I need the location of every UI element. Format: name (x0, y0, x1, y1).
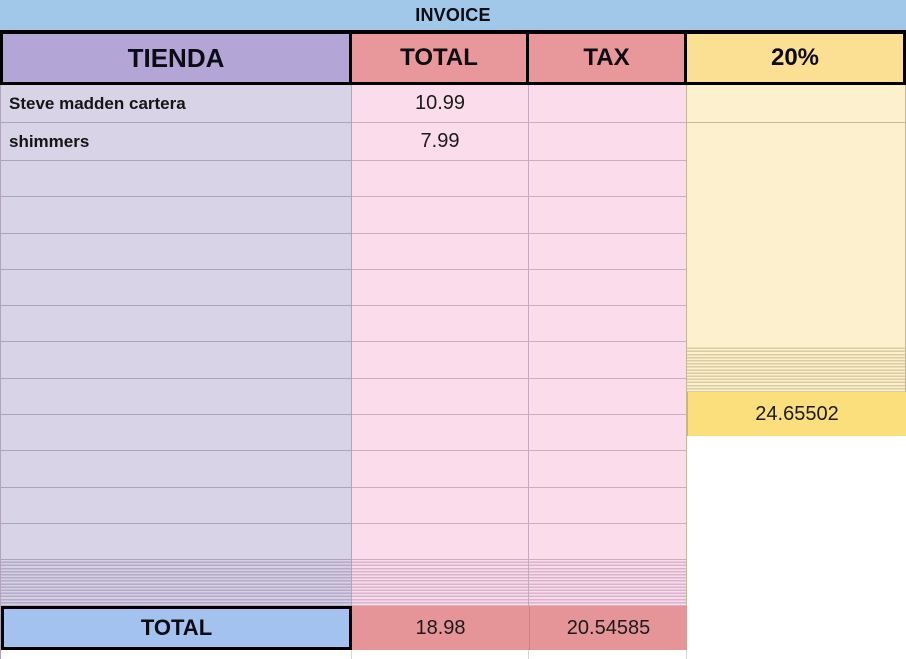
empty-cell[interactable] (352, 451, 529, 488)
empty-cell[interactable] (529, 123, 687, 161)
empty-cell[interactable] (352, 269, 529, 307)
item-name-cell[interactable]: Steve madden cartera (1, 85, 352, 123)
empty-cell[interactable] (1, 269, 352, 307)
bottom-strip (352, 650, 529, 659)
sheet-title: INVOICE (415, 4, 491, 25)
footer-total-value-cell[interactable]: 18.98 (352, 606, 529, 651)
footer-20pct-value-cell[interactable]: 24.65502 (687, 392, 906, 436)
merged-empty-cell[interactable] (687, 123, 906, 346)
bottom-strip (529, 650, 687, 659)
empty-cell[interactable] (1, 378, 352, 416)
empty-cell[interactable] (529, 523, 687, 561)
empty-cell[interactable] (1, 233, 352, 270)
collapsed-rows-stripes (529, 560, 687, 607)
item-name-cell[interactable]: shimmers (1, 123, 352, 161)
empty-cell[interactable] (529, 85, 687, 123)
item-total-cell[interactable]: 10.99 (352, 85, 529, 123)
sheet-title-bar[interactable]: INVOICE (0, 0, 906, 30)
empty-cell[interactable] (352, 523, 529, 561)
column-tax: 20.54585 (529, 85, 687, 659)
footer-tax-value-cell[interactable]: 20.54585 (529, 606, 687, 651)
bottom-strip (1, 650, 352, 659)
header-cell-tienda[interactable]: TIENDA (3, 34, 349, 82)
footer-total-label: TOTAL (140, 615, 213, 641)
empty-cell[interactable] (529, 306, 687, 343)
empty-cell[interactable] (352, 415, 529, 452)
empty-cell[interactable] (352, 161, 529, 198)
footer-total-label-cell[interactable]: TOTAL (1, 606, 352, 651)
bottom-strip (687, 436, 906, 659)
empty-cell[interactable] (352, 197, 529, 234)
empty-cell[interactable] (1, 161, 352, 198)
collapsed-rows-stripes (1, 560, 352, 607)
empty-cell[interactable] (529, 197, 687, 234)
empty-cell[interactable] (1, 306, 352, 343)
header-cell-tax[interactable]: TAX (529, 34, 684, 82)
empty-cell[interactable] (529, 415, 687, 452)
empty-cell[interactable] (352, 233, 529, 270)
empty-cell[interactable] (529, 487, 687, 524)
collapsed-rows-stripes (352, 560, 529, 607)
column-20pct: 24.65502 (687, 85, 906, 659)
empty-cell[interactable] (1, 197, 352, 234)
empty-cell[interactable] (529, 233, 687, 270)
column-tienda: Steve madden cartera shimmers TOTAL (0, 85, 352, 659)
empty-cell[interactable] (529, 161, 687, 198)
empty-cell[interactable] (352, 378, 529, 416)
table-body: Steve madden cartera shimmers TOTAL 10.9… (0, 85, 906, 659)
empty-cell[interactable] (687, 85, 906, 123)
empty-cell[interactable] (529, 269, 687, 307)
empty-cell[interactable] (529, 451, 687, 488)
column-total: 10.99 7.99 18.98 (352, 85, 529, 659)
empty-cell[interactable] (1, 523, 352, 561)
empty-cell[interactable] (529, 378, 687, 416)
empty-cell[interactable] (1, 415, 352, 452)
empty-cell[interactable] (352, 342, 529, 379)
empty-cell[interactable] (529, 342, 687, 379)
empty-cell[interactable] (352, 487, 529, 524)
empty-cell[interactable] (352, 306, 529, 343)
header-cell-total[interactable]: TOTAL (352, 34, 526, 82)
item-total-cell[interactable]: 7.99 (352, 123, 529, 161)
empty-cell[interactable] (1, 342, 352, 379)
empty-cell[interactable] (1, 451, 352, 488)
header-row: TIENDA TOTAL TAX 20% (0, 30, 906, 85)
header-cell-20pct[interactable]: 20% (687, 34, 903, 82)
collapsed-rows-stripes (687, 346, 906, 392)
empty-cell[interactable] (1, 487, 352, 524)
